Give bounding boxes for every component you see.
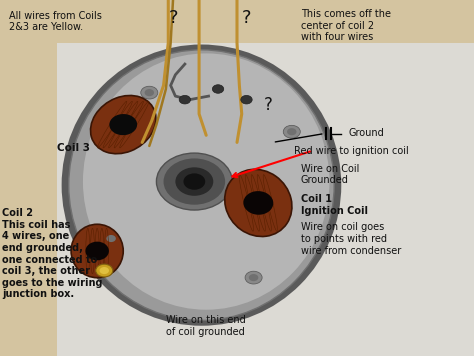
Ellipse shape [91,95,156,154]
Text: Wire on Coil
Grounded: Wire on Coil Grounded [301,164,359,185]
Circle shape [100,267,109,274]
Bar [57,43,474,356]
Circle shape [249,274,258,281]
Text: Coil 3: Coil 3 [57,143,90,153]
Text: Wire on coil goes
to points with red
wire from condenser: Wire on coil goes to points with red wir… [301,222,401,256]
Circle shape [179,95,191,104]
Bar [0,0,66,356]
Circle shape [241,95,252,104]
Text: ?: ? [242,9,251,27]
Bar [57,0,474,356]
Circle shape [106,235,116,242]
Text: Red wire to ignition coil: Red wire to ignition coil [294,146,409,156]
Circle shape [183,173,205,190]
Circle shape [145,89,154,96]
Ellipse shape [71,224,123,278]
Circle shape [175,167,213,196]
Circle shape [96,264,113,277]
Circle shape [212,85,224,93]
Circle shape [156,153,232,210]
Ellipse shape [62,44,341,326]
Text: Coil 2
This coil has
4 wires, one
end grounded,
one connected to
coil 3, the oth: Coil 2 This coil has 4 wires, one end gr… [2,208,103,299]
Ellipse shape [69,50,334,320]
Text: Wire on this end
of coil grounded: Wire on this end of coil grounded [166,315,246,337]
Circle shape [164,158,225,205]
Circle shape [245,271,262,284]
Text: All wires from Coils
2&3 are Yellow.: All wires from Coils 2&3 are Yellow. [9,11,102,32]
Ellipse shape [83,53,329,310]
Ellipse shape [85,242,109,260]
Text: ?: ? [264,96,272,114]
Text: ?: ? [168,9,178,27]
Text: Coil 1
Ignition Coil: Coil 1 Ignition Coil [301,194,368,216]
Circle shape [141,86,158,99]
Ellipse shape [243,191,273,215]
Circle shape [102,232,119,245]
Circle shape [287,128,297,135]
Circle shape [283,125,301,138]
Text: Ground: Ground [348,129,384,138]
Text: This comes off the
center of coil 2
with four wires: This comes off the center of coil 2 with… [301,9,391,42]
Ellipse shape [225,169,292,236]
Ellipse shape [109,114,137,135]
